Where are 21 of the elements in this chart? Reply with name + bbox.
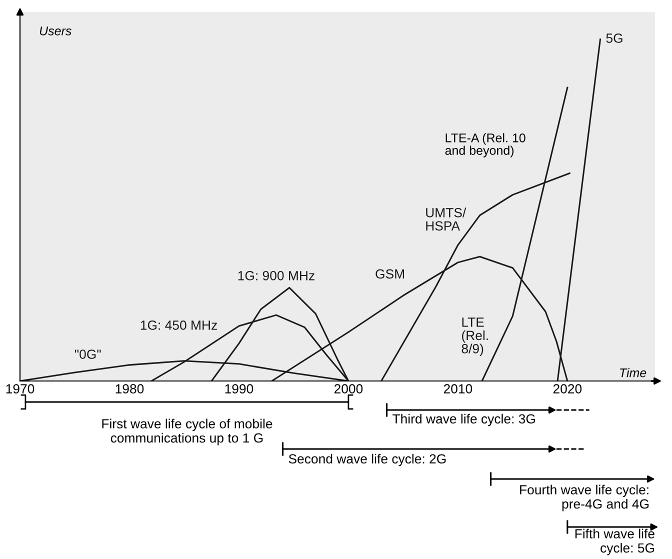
x-tick-label: 2000 (334, 384, 363, 394)
x-tick-label: 2020 (553, 384, 582, 394)
series-label: 1G: 900 MHz (238, 270, 314, 280)
series-label: "0G" (74, 350, 101, 359)
series-label: LTE (Rel. 8/9) (462, 318, 488, 356)
x-axis-title: Time (620, 368, 646, 378)
y-axis-title: Users (40, 26, 72, 36)
text: First wave life cycle of mobile communications up to 1 G (102, 418, 272, 446)
x-tick-label: 1980 (116, 384, 144, 394)
series-label: UMTS/ HSPA (426, 208, 466, 231)
x-tick-label: 2010 (444, 384, 472, 394)
annotation: LTE-A (Rel. 10 and beyond) (445, 133, 526, 158)
x-tick-label: 1990 (225, 384, 254, 394)
text: Second wave life cycle: 2G (288, 454, 446, 466)
x-tick-label: 1970 (6, 384, 34, 394)
text: Third wave life cycle: 3G (392, 414, 535, 426)
text: Fifth wave life cycle: 5G (575, 528, 654, 556)
series-label: GSM (376, 269, 404, 279)
series-label: 5G (606, 34, 622, 43)
text: Fourth wave life cycle: pre-4G and 4G (520, 484, 649, 512)
series-label: 1G: 450 MHz (140, 320, 217, 330)
